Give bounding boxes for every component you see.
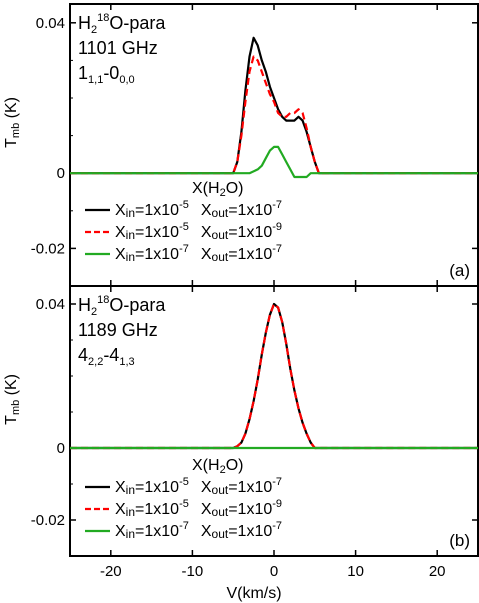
y-tick-label: 0.04 bbox=[36, 296, 65, 313]
y-tick-label: 0.04 bbox=[36, 15, 65, 32]
transition-label: 42,2-41,3 bbox=[78, 345, 135, 368]
legend-entry-3: Xin=1x10-7 Xout=1x10-7 bbox=[115, 520, 282, 541]
frequency-label: 1189 GHz bbox=[78, 320, 158, 340]
y-tick-label: 0 bbox=[57, 165, 65, 182]
panel-tag: (b) bbox=[449, 531, 470, 550]
legend-title: X(H2O) bbox=[192, 180, 243, 199]
y-tick-label: -0.02 bbox=[31, 240, 65, 257]
x-axis-title: V(km/s) bbox=[226, 585, 281, 602]
molecule-label: H218O-para bbox=[78, 294, 166, 318]
frequency-label: 1101 GHz bbox=[78, 38, 158, 58]
x-tick-label: 10 bbox=[347, 563, 364, 580]
series-line-1 bbox=[70, 36, 478, 175]
x-tick-label: 0 bbox=[270, 563, 278, 580]
panel-tag: (a) bbox=[449, 261, 470, 280]
molecule-label: H218O-para bbox=[78, 12, 166, 36]
legend-title: X(H2O) bbox=[192, 457, 243, 476]
series-line-2 bbox=[70, 302, 478, 450]
x-tick-label: 20 bbox=[429, 563, 446, 580]
x-tick-label: -20 bbox=[100, 563, 122, 580]
legend-entry-2: Xin=1x10-5 Xout=1x10-9 bbox=[115, 221, 282, 242]
y-axis-title: Tmb (K) bbox=[3, 374, 22, 425]
legend-entry-1: Xin=1x10-5 Xout=1x10-7 bbox=[115, 476, 282, 497]
series-line-3 bbox=[70, 145, 478, 179]
y-tick-label: 0 bbox=[57, 440, 65, 457]
x-tick-label: -10 bbox=[182, 563, 204, 580]
legend-entry-2: Xin=1x10-5 Xout=1x10-9 bbox=[115, 498, 282, 519]
legend-entry-3: Xin=1x10-7 Xout=1x10-7 bbox=[115, 243, 282, 264]
y-tick-label: -0.02 bbox=[31, 512, 65, 529]
legend-entry-1: Xin=1x10-5 Xout=1x10-7 bbox=[115, 199, 282, 220]
transition-label: 11,1-00,0 bbox=[78, 63, 135, 86]
y-axis-title: Tmb (K) bbox=[3, 97, 22, 148]
